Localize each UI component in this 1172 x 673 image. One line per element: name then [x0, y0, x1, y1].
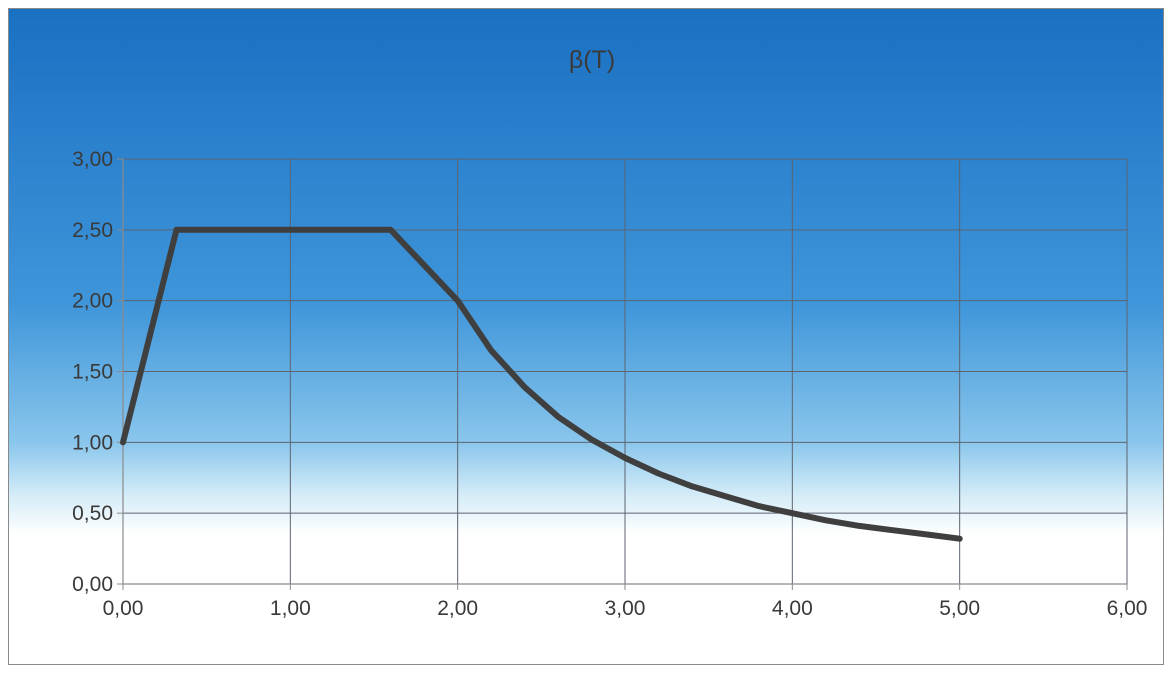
x-tick-label: 4,00: [772, 597, 813, 620]
chart-svg: 0,00 0,50 1,00 1,50 2,00 2,50 3,00 0,00 1,00 2,00…: [9, 9, 1163, 664]
chart-title: β(T): [569, 46, 615, 74]
y-tick-label: 3,00: [72, 148, 113, 171]
y-tick-label: 0,50: [72, 502, 113, 525]
chart-background: [9, 9, 1163, 664]
x-tick-label: 3,00: [605, 597, 646, 620]
tick-label-layer: 0,00 0,50 1,00 1,50 2,00 2,50 3,00 0,00 1,00 2,00…: [72, 148, 1147, 620]
y-tick-label: 1,50: [72, 361, 113, 384]
axis-layer: [117, 158, 1128, 590]
y-tick-label: 1,00: [72, 431, 113, 454]
chart-frame: 0,00 0,50 1,00 1,50 2,00 2,50 3,00 0,00 1,00 2,00…: [8, 8, 1164, 665]
x-tick-label: 2,00: [437, 597, 478, 620]
y-tick-label: 2,50: [72, 219, 113, 242]
x-tick-label: 1,00: [270, 597, 311, 620]
x-tick-label: 6,00: [1107, 597, 1148, 620]
x-tick-label: 5,00: [939, 597, 980, 620]
series-layer: [120, 226, 963, 542]
y-tick-label: 0,00: [72, 573, 113, 596]
series-line: [120, 226, 963, 542]
y-tick-label: 2,00: [72, 290, 113, 313]
x-tick-label: 0,00: [103, 597, 144, 620]
